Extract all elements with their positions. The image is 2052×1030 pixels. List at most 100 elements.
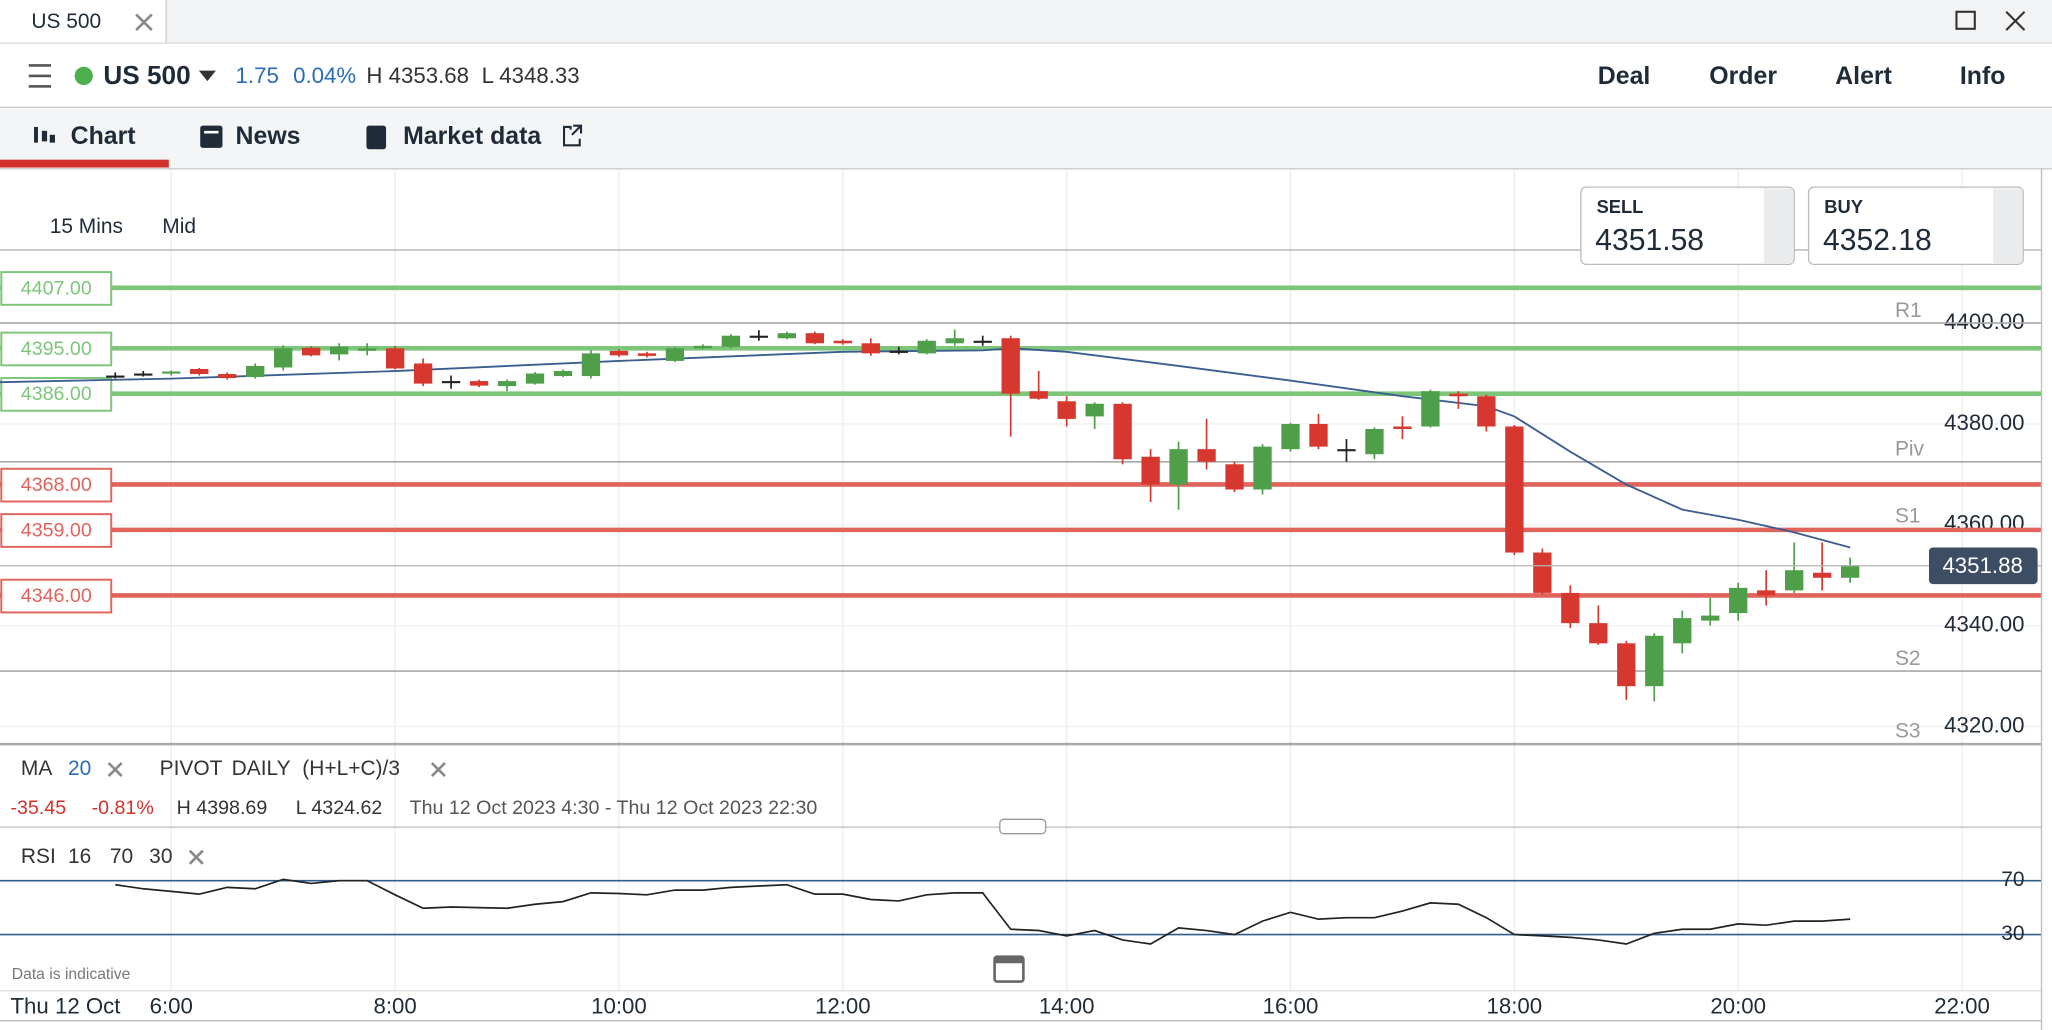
candle-body bbox=[441, 381, 461, 384]
news-icon bbox=[200, 125, 223, 148]
level-box bbox=[0, 271, 113, 306]
deal-button[interactable]: Deal bbox=[1598, 62, 1651, 90]
candle-body bbox=[553, 371, 573, 377]
candle-body bbox=[1729, 587, 1748, 614]
change: 1.75 bbox=[236, 63, 279, 88]
candle-body bbox=[1001, 338, 1020, 394]
x-tick-label: 12:00 bbox=[815, 994, 871, 1019]
menu[interactable] bbox=[28, 64, 52, 88]
pivot-formula: (H+L+C)/3 bbox=[302, 757, 400, 780]
window-tab[interactable] bbox=[0, 0, 167, 44]
x-tick-label: 22:00 bbox=[1934, 994, 1990, 1019]
candle-body bbox=[945, 338, 964, 344]
news-icon-line bbox=[204, 130, 219, 134]
candle-body bbox=[1757, 590, 1776, 596]
order-button[interactable]: Order bbox=[1709, 62, 1777, 90]
x-tick-label: 8:00 bbox=[373, 994, 416, 1019]
window-bar bbox=[0, 0, 2052, 44]
candle-body bbox=[1085, 403, 1104, 417]
candle-body bbox=[469, 381, 489, 386]
candle-body bbox=[581, 353, 601, 377]
candle-body bbox=[1589, 623, 1608, 644]
candle-body bbox=[1113, 403, 1132, 460]
x-axis: 6:00 8:00 10:00 12:00 14:00 16:00 18:00 20:00 22… bbox=[150, 994, 1990, 1019]
alert-button[interactable]: Alert bbox=[1835, 62, 1892, 90]
y-tick-label: 4400.00 bbox=[1944, 309, 2024, 334]
candle-body bbox=[637, 353, 657, 356]
candle-body bbox=[1449, 393, 1468, 397]
level-tag[interactable]: 4368.00 bbox=[0, 467, 113, 503]
tab-bar bbox=[0, 108, 2052, 169]
candle-body bbox=[1169, 449, 1188, 485]
news-tab[interactable]: News bbox=[236, 122, 301, 150]
grid bbox=[0, 170, 2042, 991]
x-tick-label: 18:00 bbox=[1487, 994, 1543, 1019]
chart-icon bbox=[34, 126, 55, 143]
remove-rsi[interactable] bbox=[188, 849, 204, 865]
pivot-label: Piv bbox=[1895, 438, 1925, 461]
candle-body bbox=[1840, 565, 1860, 578]
candle-body bbox=[833, 340, 852, 344]
candle-body bbox=[218, 374, 237, 379]
candle-body bbox=[274, 348, 293, 368]
candle-body bbox=[693, 345, 713, 349]
level-box bbox=[0, 467, 113, 503]
info-button[interactable]: Info bbox=[1960, 62, 2006, 90]
price-type-selector[interactable]: Mid bbox=[162, 215, 196, 238]
active-tab-indicator bbox=[0, 159, 169, 168]
level-box bbox=[0, 578, 113, 614]
buy-price: 4352.18 bbox=[1823, 224, 1932, 257]
market-open-dot bbox=[74, 66, 93, 86]
maximize[interactable] bbox=[1955, 10, 1976, 30]
sell-box[interactable] bbox=[1580, 186, 1795, 266]
instrument-dropdown[interactable] bbox=[198, 70, 216, 82]
level-label: 4395.00 bbox=[21, 338, 92, 360]
calendar-button[interactable] bbox=[993, 955, 1025, 983]
remove-ma[interactable] bbox=[107, 762, 123, 778]
y-tick-label: 4340.00 bbox=[1944, 612, 2024, 637]
x-tick-label: 20:00 bbox=[1710, 994, 1766, 1019]
candle-body bbox=[1617, 643, 1636, 687]
remove-pivot[interactable] bbox=[430, 762, 446, 778]
level-tag[interactable]: 4359.00 bbox=[0, 513, 113, 548]
level-tag[interactable]: 4386.00 bbox=[0, 377, 113, 412]
market-data-icon bbox=[366, 125, 387, 150]
candle-body bbox=[134, 373, 153, 376]
candle-body bbox=[106, 375, 125, 378]
resize-handle[interactable] bbox=[999, 818, 1047, 835]
day-high: H 4353.68 bbox=[366, 63, 469, 88]
rsi-plot: 30 70 bbox=[0, 868, 2042, 945]
level-box bbox=[0, 331, 113, 367]
buy-box[interactable] bbox=[1807, 186, 2024, 266]
candle-body bbox=[413, 363, 433, 384]
level-tag[interactable]: 4407.00 bbox=[0, 271, 113, 306]
rsi-tick-label: 30 bbox=[2001, 922, 2024, 945]
candle-body bbox=[1365, 428, 1384, 455]
market-data-tab[interactable]: Market data bbox=[403, 122, 541, 150]
level-tag[interactable]: 4395.00 bbox=[0, 331, 113, 367]
ma-line bbox=[0, 347, 1851, 549]
x-tick-label: 14:00 bbox=[1039, 994, 1095, 1019]
candle-body bbox=[1505, 426, 1524, 553]
candle-body bbox=[917, 340, 936, 354]
chart-tab[interactable]: Chart bbox=[71, 122, 136, 150]
level-tag[interactable]: 4346.00 bbox=[0, 578, 113, 614]
candle-body bbox=[805, 333, 824, 344]
y-tick-label: 4320.00 bbox=[1944, 712, 2024, 737]
candle-body bbox=[1421, 391, 1440, 427]
period-change: -35.45 bbox=[10, 797, 66, 819]
candle-body bbox=[357, 348, 377, 351]
candle-body bbox=[1197, 449, 1216, 462]
instrument-name[interactable]: US 500 bbox=[103, 60, 190, 90]
candle-body bbox=[749, 335, 769, 338]
buy-label: BUY bbox=[1824, 196, 1863, 217]
close-tab[interactable] bbox=[135, 13, 153, 32]
day-low: L 4348.33 bbox=[482, 63, 580, 88]
interval-selector[interactable]: 15 Mins bbox=[50, 215, 123, 238]
rsi-period: 16 bbox=[68, 845, 91, 868]
change-percent: 0.04% bbox=[293, 63, 356, 88]
x-tick-label: 10:00 bbox=[591, 994, 647, 1019]
close-window[interactable] bbox=[2005, 11, 2026, 31]
external-link-icon bbox=[562, 124, 583, 147]
candle-body bbox=[1701, 615, 1720, 621]
